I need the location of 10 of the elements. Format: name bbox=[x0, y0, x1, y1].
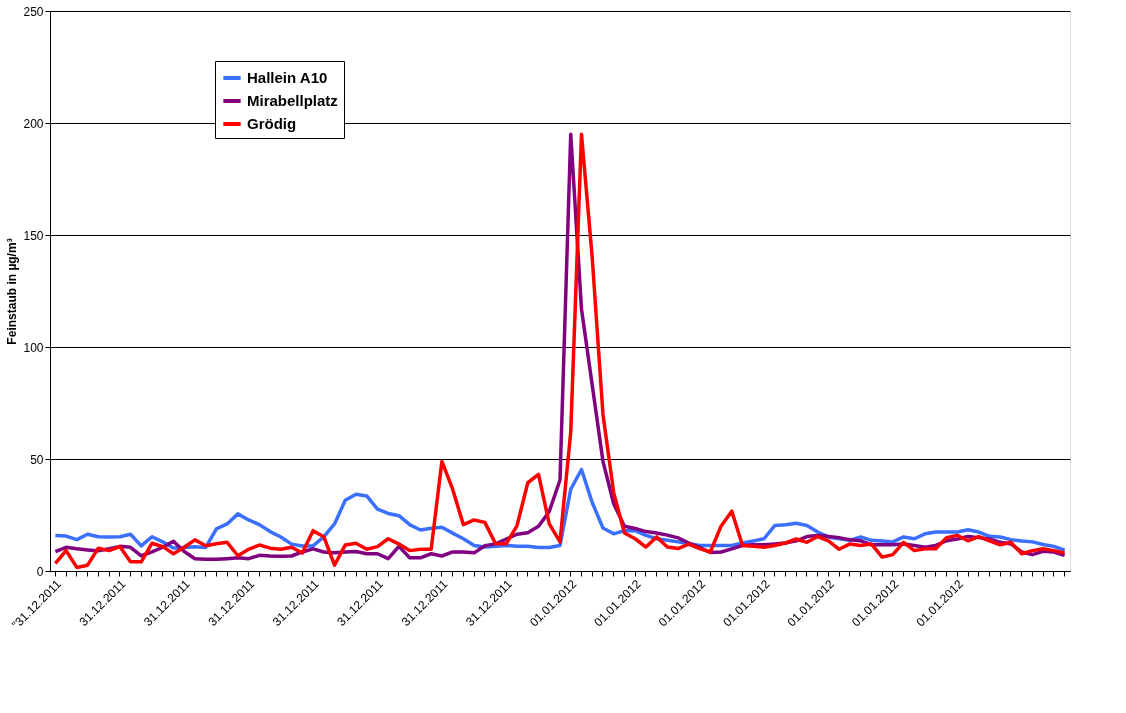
legend-label: Grödig bbox=[247, 115, 297, 132]
y-tick-label: 150 bbox=[23, 228, 44, 243]
y-axis-title: Feinstaub in µg/m³ bbox=[5, 238, 20, 345]
legend-label: Hallein A10 bbox=[247, 69, 328, 86]
legend-label: Mirabellplatz bbox=[247, 92, 338, 109]
y-tick-label: 50 bbox=[30, 452, 44, 467]
y-tick-label: 100 bbox=[23, 340, 44, 355]
y-tick-label: 200 bbox=[23, 116, 44, 131]
y-tick-label: 250 bbox=[23, 4, 44, 19]
y-tick-label: 0 bbox=[36, 564, 44, 579]
